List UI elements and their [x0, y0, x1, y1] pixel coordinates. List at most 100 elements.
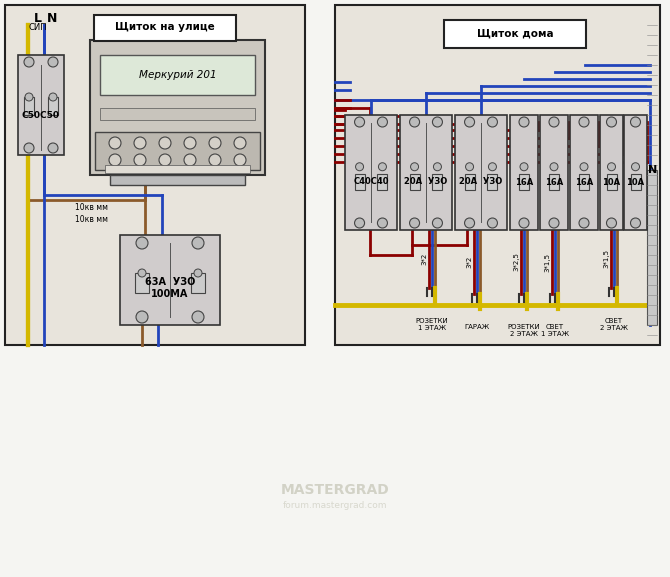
Circle shape — [580, 163, 588, 171]
Circle shape — [519, 117, 529, 127]
Bar — [335, 5, 660, 345]
Circle shape — [630, 218, 641, 228]
Bar — [600, 115, 623, 230]
Bar — [409, 174, 419, 190]
Text: 20А  УЗО: 20А УЗО — [405, 177, 448, 186]
Circle shape — [136, 237, 148, 249]
Bar — [100, 108, 255, 120]
Text: Щиток на улице: Щиток на улице — [115, 22, 215, 32]
Circle shape — [48, 143, 58, 153]
Bar — [606, 174, 616, 190]
Circle shape — [630, 117, 641, 127]
Text: 16А: 16А — [545, 178, 563, 187]
Circle shape — [24, 57, 34, 67]
Circle shape — [488, 218, 497, 228]
Circle shape — [184, 154, 196, 166]
Circle shape — [608, 163, 616, 171]
Circle shape — [632, 163, 639, 171]
Bar — [345, 115, 397, 230]
Circle shape — [409, 218, 419, 228]
Bar — [377, 174, 387, 190]
Circle shape — [432, 117, 442, 127]
Bar — [488, 174, 497, 190]
Text: СВЕТ
2 ЭТАЖ: СВЕТ 2 ЭТАЖ — [600, 318, 628, 331]
Text: С50С50: С50С50 — [22, 111, 60, 119]
Text: 10кв мм: 10кв мм — [75, 215, 108, 224]
Bar — [400, 115, 452, 230]
Circle shape — [24, 143, 34, 153]
Text: 16А: 16А — [575, 178, 593, 187]
Text: ГАРАЖ: ГАРАЖ — [464, 324, 490, 330]
Text: 63А  УЗО
100МА: 63А УЗО 100МА — [145, 277, 195, 299]
Bar — [540, 115, 568, 230]
Circle shape — [488, 163, 496, 171]
Circle shape — [134, 154, 146, 166]
Text: N: N — [649, 165, 658, 175]
Text: 3*2,5: 3*2,5 — [513, 253, 519, 271]
Circle shape — [209, 154, 221, 166]
Circle shape — [549, 117, 559, 127]
Circle shape — [25, 93, 33, 101]
Bar — [624, 115, 647, 230]
Bar — [647, 170, 657, 325]
Circle shape — [136, 311, 148, 323]
Circle shape — [377, 218, 387, 228]
Circle shape — [520, 163, 528, 171]
Circle shape — [464, 218, 474, 228]
Bar — [570, 115, 598, 230]
Circle shape — [579, 218, 589, 228]
Circle shape — [409, 117, 419, 127]
Circle shape — [194, 269, 202, 277]
Circle shape — [159, 137, 171, 149]
Text: РОЗЕТКИ
2 ЭТАЖ: РОЗЕТКИ 2 ЭТАЖ — [508, 324, 541, 337]
Bar — [90, 40, 265, 175]
Circle shape — [466, 163, 474, 171]
Circle shape — [432, 218, 442, 228]
Text: 10А: 10А — [602, 178, 620, 187]
Bar — [110, 175, 245, 185]
FancyBboxPatch shape — [444, 20, 586, 48]
Bar — [464, 174, 474, 190]
Text: 3*1,5: 3*1,5 — [544, 253, 550, 272]
Text: С40С40: С40С40 — [353, 177, 389, 186]
Bar — [48, 97, 58, 115]
Text: N: N — [47, 12, 57, 24]
Circle shape — [354, 117, 364, 127]
Text: РОЗЕТКИ
1 ЭТАЖ: РОЗЕТКИ 1 ЭТАЖ — [415, 318, 448, 331]
Circle shape — [377, 117, 387, 127]
Circle shape — [234, 137, 246, 149]
Circle shape — [606, 117, 616, 127]
Circle shape — [209, 137, 221, 149]
Bar — [519, 174, 529, 190]
Circle shape — [579, 117, 589, 127]
Circle shape — [464, 117, 474, 127]
Bar — [354, 174, 364, 190]
Circle shape — [519, 218, 529, 228]
Bar — [100, 55, 255, 95]
Bar — [455, 115, 507, 230]
Bar — [630, 174, 641, 190]
Bar — [18, 55, 64, 155]
Circle shape — [433, 163, 442, 171]
Bar — [191, 273, 205, 293]
Text: 3*2: 3*2 — [421, 253, 427, 265]
Text: 16А: 16А — [515, 178, 533, 187]
Bar — [549, 174, 559, 190]
Circle shape — [184, 137, 196, 149]
FancyBboxPatch shape — [94, 15, 236, 41]
Circle shape — [379, 163, 387, 171]
Circle shape — [549, 218, 559, 228]
Text: 20А  УЗО: 20А УЗО — [460, 177, 502, 186]
Circle shape — [411, 163, 419, 171]
Circle shape — [192, 311, 204, 323]
Circle shape — [138, 269, 146, 277]
Text: L: L — [34, 12, 42, 24]
Circle shape — [550, 163, 558, 171]
Bar — [432, 174, 442, 190]
Circle shape — [606, 218, 616, 228]
Bar — [510, 115, 538, 230]
Text: СИП: СИП — [29, 24, 48, 32]
Circle shape — [109, 137, 121, 149]
Circle shape — [488, 117, 497, 127]
Bar — [95, 132, 260, 170]
